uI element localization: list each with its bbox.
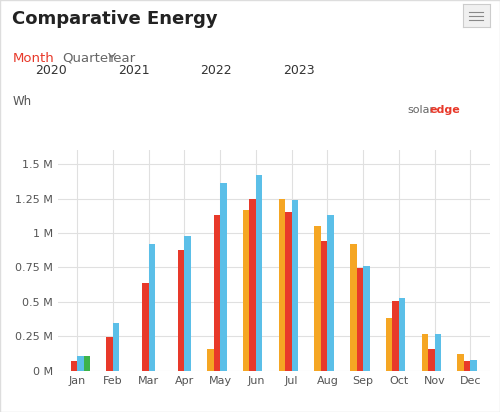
Bar [214, 215, 220, 371]
Bar [292, 200, 298, 371]
Bar [243, 210, 250, 371]
Bar [422, 334, 428, 371]
Text: Quarter: Quarter [62, 52, 114, 65]
Bar [250, 199, 256, 371]
Bar [70, 361, 77, 371]
Text: 2023: 2023 [283, 63, 314, 77]
Bar [208, 349, 214, 371]
Bar [256, 175, 262, 371]
Bar [184, 236, 191, 371]
Text: Comparative Energy: Comparative Energy [12, 10, 218, 28]
Bar [392, 300, 399, 371]
Bar [470, 360, 477, 371]
Bar [386, 318, 392, 371]
Bar [428, 349, 434, 371]
Bar [142, 283, 148, 371]
Text: 2020: 2020 [36, 63, 67, 77]
Bar [84, 356, 90, 371]
Bar [279, 199, 285, 371]
Bar [356, 268, 363, 371]
Text: Wh: Wh [12, 95, 32, 108]
Text: Month: Month [12, 52, 54, 65]
Text: Year: Year [108, 52, 136, 65]
Bar [113, 323, 119, 371]
Bar [399, 298, 406, 371]
Bar [464, 361, 470, 371]
Bar [220, 183, 226, 371]
Bar [77, 356, 84, 371]
Bar [458, 353, 464, 371]
Bar [178, 250, 184, 371]
Bar [106, 337, 113, 371]
Bar [285, 212, 292, 371]
Bar [434, 334, 441, 371]
Text: 2022: 2022 [200, 63, 232, 77]
Bar [314, 226, 321, 371]
Text: solar: solar [408, 105, 434, 115]
Bar [321, 241, 328, 371]
Bar [148, 244, 155, 371]
Text: 2021: 2021 [118, 63, 150, 77]
Bar [350, 244, 356, 371]
Bar [328, 215, 334, 371]
Bar [363, 266, 370, 371]
Text: edge: edge [430, 105, 461, 115]
